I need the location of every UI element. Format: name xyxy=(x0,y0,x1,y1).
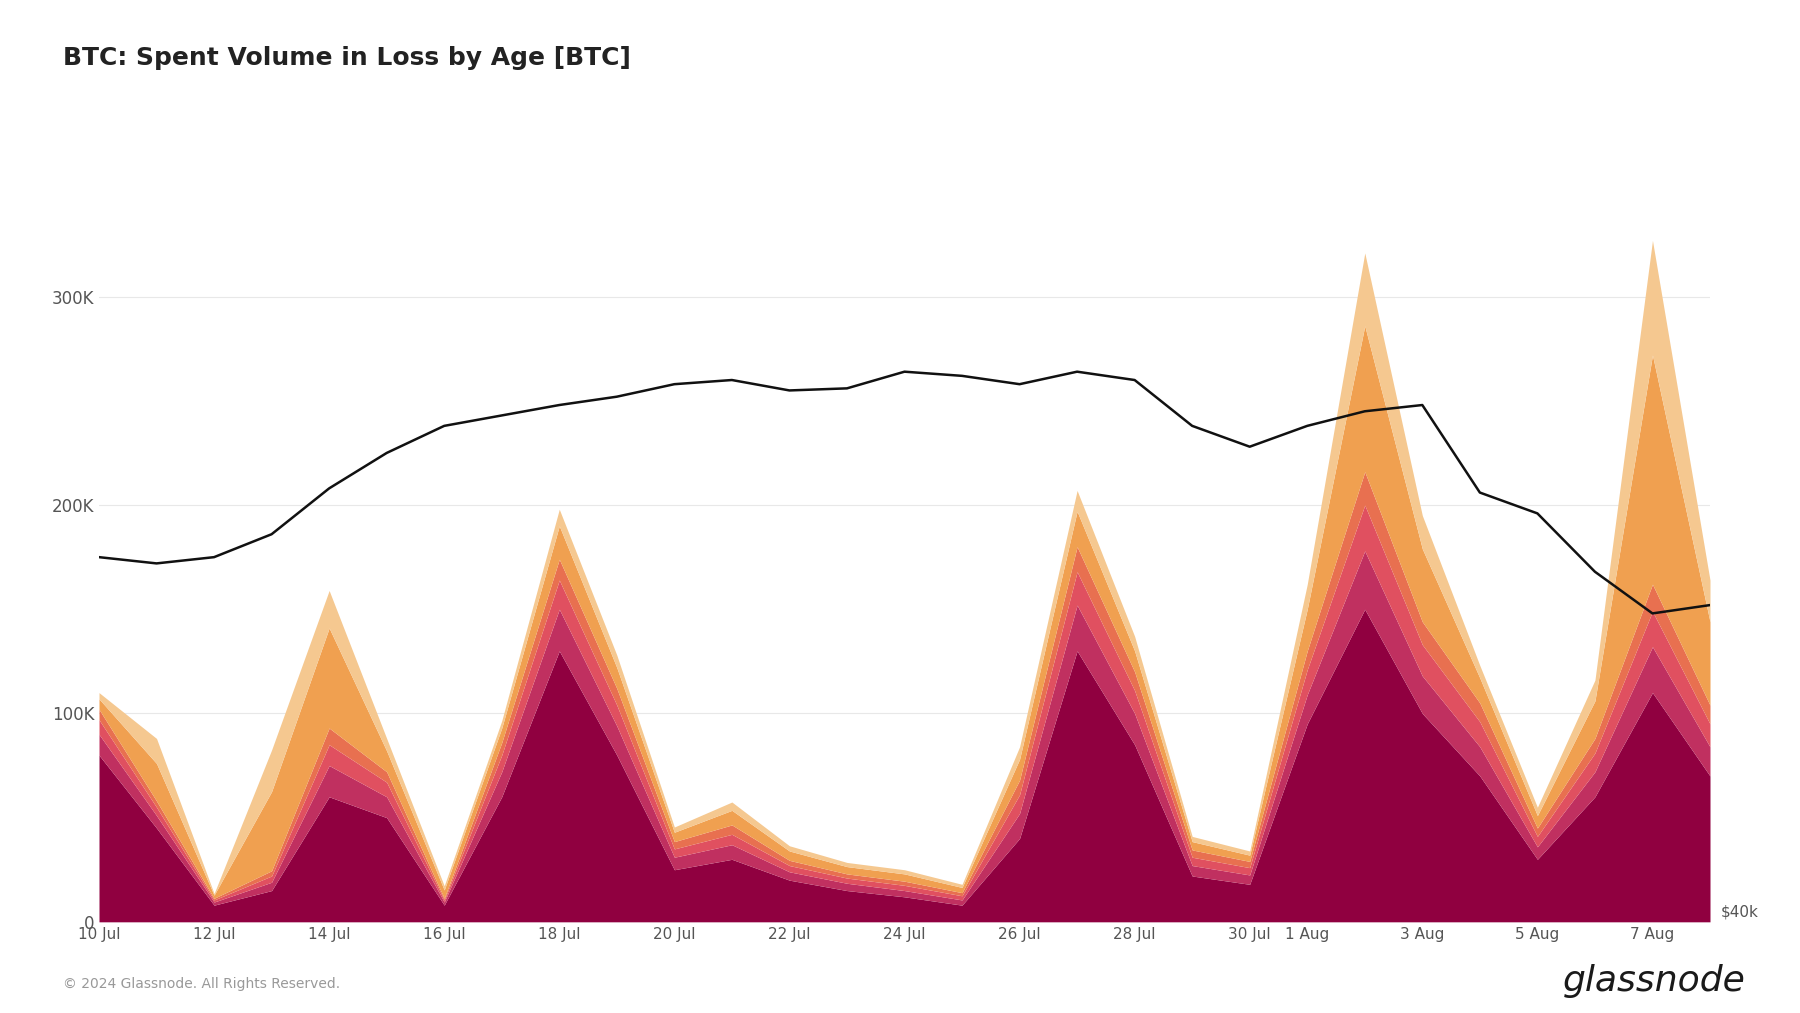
Text: glassnode: glassnode xyxy=(1562,963,1746,998)
Text: BTC: Spent Volume in Loss by Age [BTC]: BTC: Spent Volume in Loss by Age [BTC] xyxy=(63,46,630,70)
Text: $40k: $40k xyxy=(1721,904,1759,919)
Text: © 2024 Glassnode. All Rights Reserved.: © 2024 Glassnode. All Rights Reserved. xyxy=(63,977,340,991)
